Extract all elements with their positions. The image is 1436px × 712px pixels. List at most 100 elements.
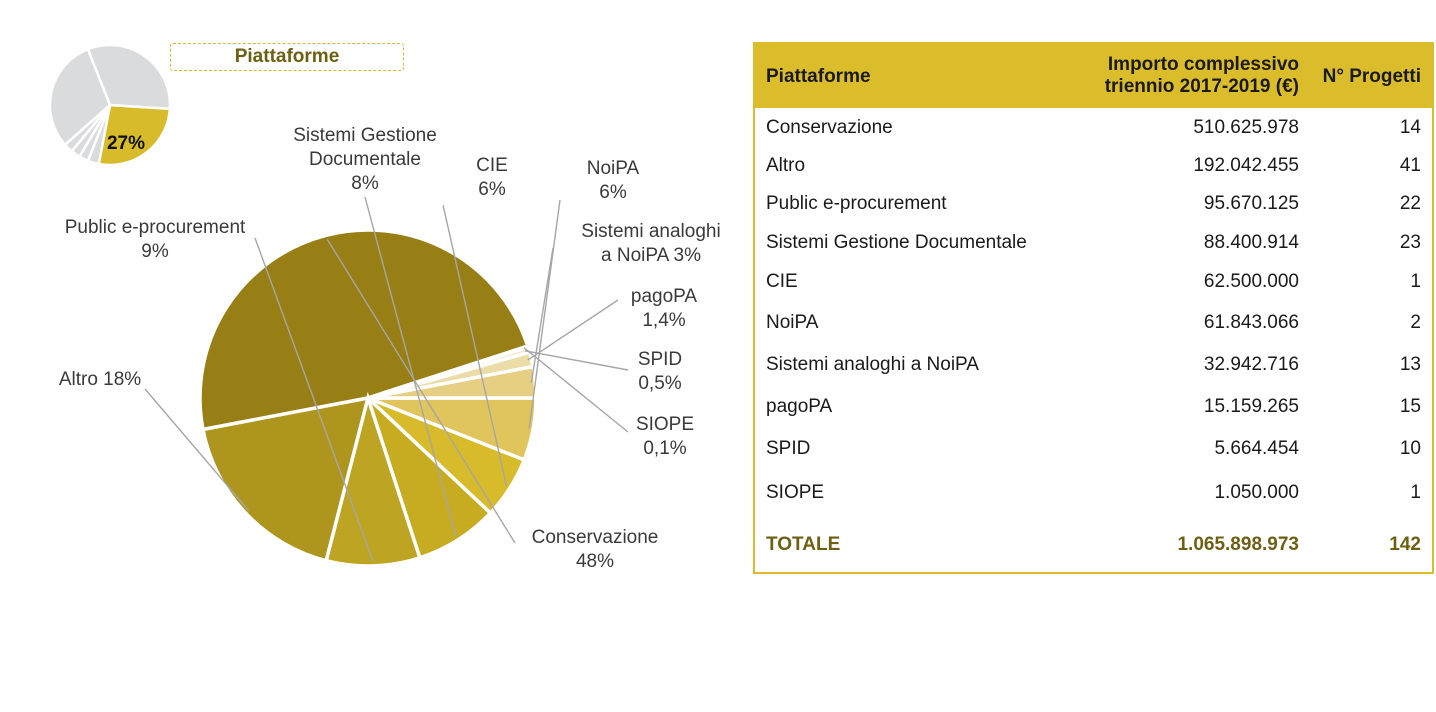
chart-title-box: Piattaforme: [170, 43, 404, 71]
table-row: Altro 192.042.455 41: [755, 155, 1432, 193]
slice-label-line: SIOPE: [636, 414, 694, 435]
slice-label-line: 6%: [478, 179, 506, 200]
table-row: Public e-procurement 95.670.125 22: [755, 193, 1432, 231]
slice-label-spid: SPID 0,5%: [638, 349, 682, 394]
slice-label-line: 8%: [351, 173, 379, 194]
row-projects: 14: [1399, 117, 1421, 138]
data-table: Piattaforme Importo complessivo triennio…: [753, 42, 1434, 574]
row-amount: 5.664.454: [1214, 438, 1299, 459]
leader-line-conservazione: [326, 238, 516, 544]
table-total-row: TOTALE 1.065.898.973 142: [755, 534, 1432, 572]
table-row: Sistemi Gestione Documentale 88.400.914 23: [755, 232, 1432, 270]
slice-label-line: Conservazione: [532, 527, 659, 548]
leader-line-altro: [144, 388, 249, 511]
leader-line-spid: [524, 350, 629, 371]
slice-label-conservazione: Conservazione 48%: [532, 527, 659, 572]
leader-line-cie: [442, 204, 508, 487]
row-platform: SIOPE: [766, 482, 825, 503]
table-row: Sistemi analoghi a NoiPA 32.942.716 13: [755, 354, 1432, 392]
slice-label-line: Public e-procurement: [65, 217, 246, 238]
slice-label-altro: Altro 18%: [59, 369, 141, 390]
slice-label-line: pagoPA: [631, 286, 698, 307]
slice-label-line: 48%: [576, 551, 614, 572]
row-projects: 15: [1399, 396, 1421, 417]
mini-pie-slice: [86, 43, 172, 111]
row-projects: 41: [1399, 155, 1421, 176]
pie-slice-altro: [200, 395, 371, 563]
total-projects: 142: [1389, 534, 1421, 555]
row-platform: Public e-procurement: [766, 193, 947, 214]
table-row: SIOPE 1.050.000 1: [755, 482, 1432, 520]
leader-lines: [144, 196, 629, 563]
pie-slice-public-e-procurement: [324, 391, 423, 568]
total-amount: 1.065.898.973: [1177, 534, 1299, 555]
header-platform: Piattaforme: [766, 66, 871, 87]
row-amount: 1.050.000: [1214, 482, 1299, 503]
slice-label-noipa: NoiPA 6%: [587, 158, 640, 203]
leader-line-siope: [523, 347, 629, 433]
pie-chart: 27% Conservazione 48% Altro 18% Public e-pr…: [48, 43, 721, 572]
pie-slice-siope: [367, 343, 531, 400]
slice-label-sistemi-gestione-documentale: Sistemi Gestione Documentale 8%: [293, 125, 437, 194]
row-amount: 88.400.914: [1203, 232, 1299, 253]
mini-pie-slice: [48, 47, 112, 147]
slice-label-line: a NoiPA 3%: [601, 245, 701, 266]
slice-label-line: 0,5%: [638, 373, 681, 394]
table-row: SPID 5.664.454 10: [755, 438, 1432, 476]
mini-pie-percent: 27%: [107, 133, 145, 154]
row-amount: 62.500.000: [1203, 271, 1299, 292]
slice-label-public-e-procurement: Public e-procurement 9%: [65, 217, 246, 262]
slice-label-line: 9%: [141, 241, 169, 262]
row-projects: 22: [1399, 193, 1421, 214]
row-projects: 13: [1399, 354, 1421, 375]
table-row: Conservazione 510.625.978 14: [755, 117, 1432, 155]
row-amount: 15.159.265: [1203, 396, 1299, 417]
slice-label-pagopa: pagoPA 1,4%: [631, 286, 698, 331]
row-platform: Sistemi analoghi a NoiPA: [766, 354, 979, 375]
row-platform: Conservazione: [766, 117, 893, 138]
pie-slice-conservazione: [198, 228, 530, 432]
row-platform: pagoPA: [766, 396, 833, 417]
slice-label-sistemi-analoghi-a-noipa: Sistemi analoghi a NoiPA 3%: [581, 221, 720, 266]
leader-line-sistemi-gestione-documentale: [364, 196, 457, 537]
leader-line-public-e-procurement: [254, 237, 374, 563]
row-platform: Sistemi Gestione Documentale: [766, 232, 1027, 253]
leader-line-sistemi-analoghi-a-noipa: [530, 247, 554, 383]
row-amount: 32.942.716: [1203, 354, 1299, 375]
header-amount-line1: Importo complessivo: [1107, 54, 1299, 75]
slice-label-cie: CIE 6%: [476, 155, 508, 200]
row-projects: 1: [1410, 482, 1421, 503]
leader-line-noipa: [528, 199, 561, 429]
slice-label-line: 0,1%: [643, 438, 686, 459]
row-projects: 23: [1399, 232, 1421, 253]
slice-labels: Conservazione 48% Altro 18% Public e-procur…: [59, 125, 721, 572]
mini-pie-highlight-slice: [97, 103, 172, 167]
row-platform: NoiPA: [766, 312, 819, 333]
row-projects: 1: [1410, 271, 1421, 292]
header-projects: N° Progetti: [1322, 66, 1421, 87]
slice-label-line: CIE: [476, 155, 508, 176]
leader-line-pagopa: [527, 299, 619, 361]
mini-pie: 27%: [48, 43, 172, 167]
slice-label-line: 1,4%: [642, 310, 685, 331]
row-projects: 10: [1399, 438, 1421, 459]
slice-label-line: SPID: [638, 349, 682, 370]
row-amount: 510.625.978: [1193, 117, 1299, 138]
row-platform: Altro: [766, 155, 806, 176]
header-amount-line2: triennio 2017-2019 (€): [1104, 76, 1299, 97]
table-row: CIE 62.500.000 1: [755, 271, 1432, 309]
row-platform: CIE: [766, 271, 798, 292]
slice-label-line: NoiPA: [587, 158, 640, 179]
row-amount: 192.042.455: [1193, 155, 1299, 176]
table-header: Piattaforme Importo complessivo triennio…: [755, 44, 1432, 108]
total-label: TOTALE: [766, 534, 841, 555]
row-amount: 95.670.125: [1203, 193, 1299, 214]
table-row: pagoPA 15.159.265 15: [755, 396, 1432, 434]
row-projects: 2: [1410, 312, 1421, 333]
slice-label-line: Sistemi analoghi: [581, 221, 720, 242]
header-amount: Importo complessivo triennio 2017-2019 (…: [1105, 54, 1299, 98]
slice-label-line: 6%: [599, 182, 627, 203]
slice-label-line: Documentale: [309, 149, 421, 170]
row-platform: SPID: [766, 438, 811, 459]
slice-label-line: Altro 18%: [59, 369, 141, 390]
